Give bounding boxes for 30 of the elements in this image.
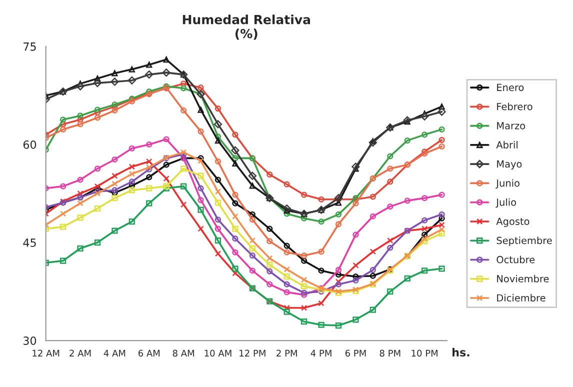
x-tick-label: 2 AM: [70, 350, 91, 356]
legend-label: Marzo: [497, 122, 526, 130]
legend-label: Enero: [497, 84, 524, 92]
x-tick-label: 4 PM: [310, 350, 332, 356]
x-tick-label: 4 AM: [104, 350, 126, 356]
x-tick-label: 8 PM: [380, 350, 400, 357]
y-tick-label: 45: [23, 238, 36, 247]
legend-label: Febrero: [497, 102, 532, 110]
legend-label: Julio: [496, 198, 516, 208]
x-tick-label: 10 PM: [412, 350, 438, 357]
y-tick-label: 60: [23, 140, 36, 149]
x-tick-label: 12 PM: [240, 350, 266, 356]
chart-title: Humedad Relativa (%): [182, 14, 310, 40]
legend-label: Diciembre: [497, 294, 546, 302]
x-axis-title: hs.: [452, 348, 470, 357]
legend-label: Noviembre: [497, 274, 549, 282]
x-tick-label: 12 AM: [32, 350, 60, 356]
y-tick-label: 75: [24, 42, 36, 51]
x-tick-label: 6 PM: [345, 350, 366, 357]
legend-label: Octubre: [496, 256, 535, 264]
x-tick-label: 8 AM: [172, 350, 194, 357]
x-tick-label: 6 AM: [138, 350, 160, 357]
legend-label: Mayo: [497, 160, 522, 170]
legend-label: Septiembre: [496, 236, 552, 246]
legend-label: Abril: [496, 140, 518, 148]
x-tick-label: 10 AM: [204, 350, 232, 357]
y-tick-label: 30: [24, 336, 36, 345]
x-tick-label: 2 PM: [276, 350, 297, 356]
legend-label: Agosto: [496, 218, 530, 227]
legend-label: Junio: [496, 179, 520, 189]
